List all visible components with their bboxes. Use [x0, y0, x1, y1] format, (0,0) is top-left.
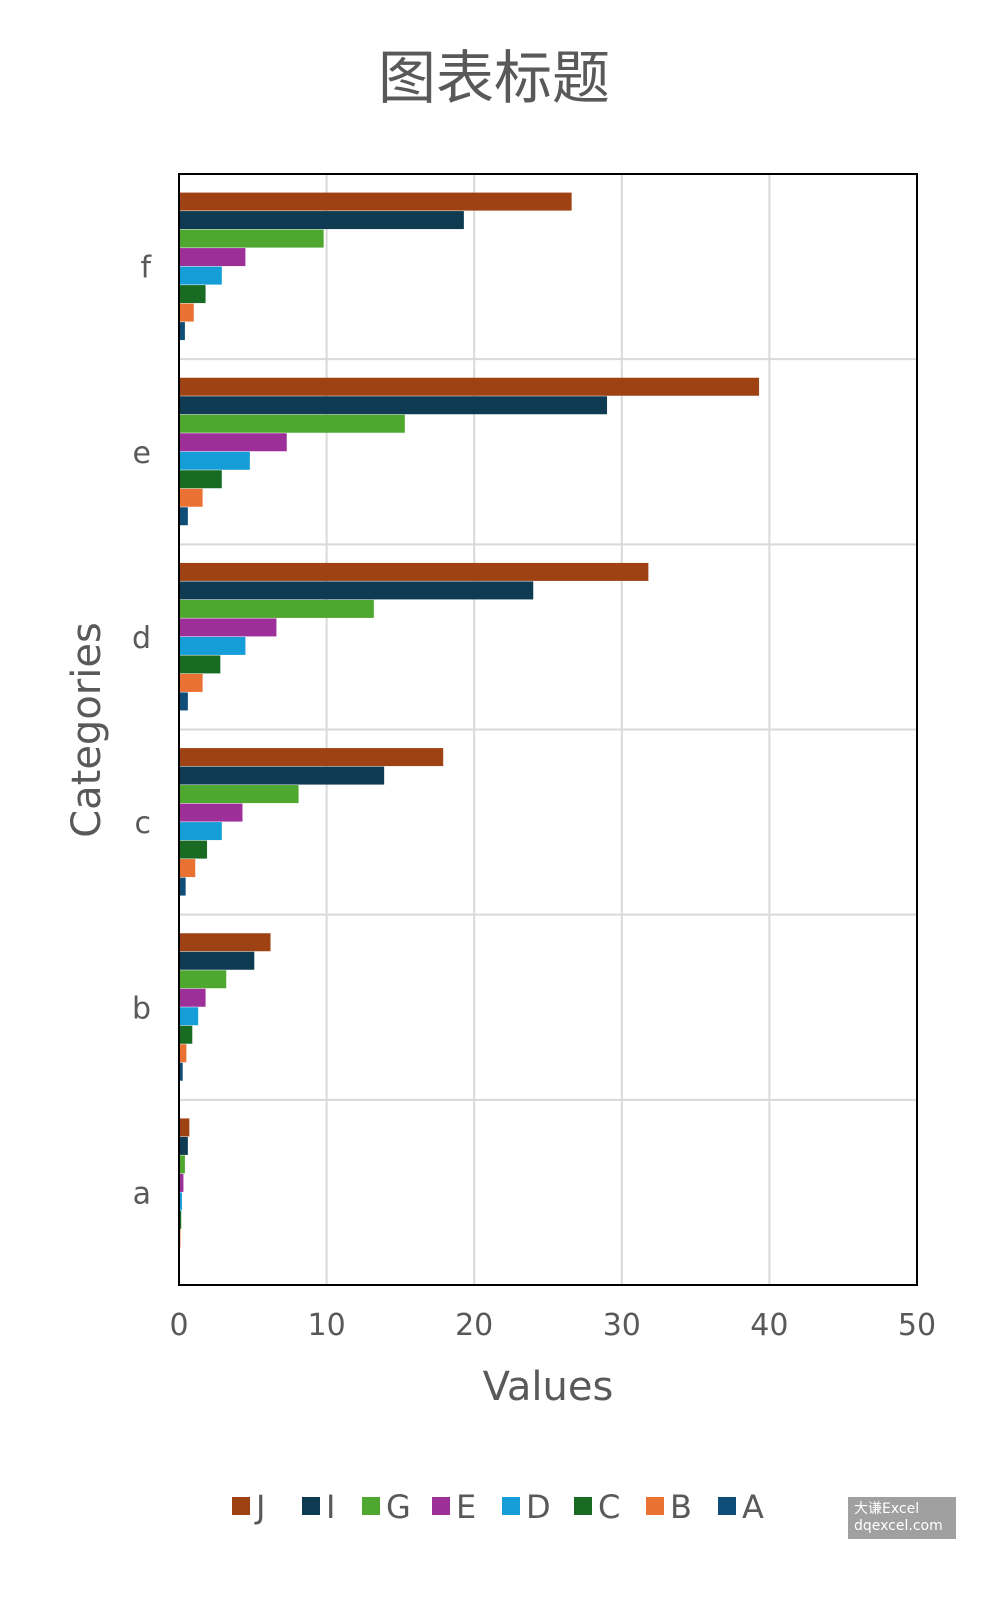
bar-B-e — [179, 488, 203, 507]
axis-labels: a b c d e f 0 10 20 30 40 50 图表标题 Values Categories — [64, 44, 936, 1410]
legend-label-I: I — [326, 1488, 335, 1526]
bar-E-b — [179, 988, 206, 1007]
bar-I-e — [179, 396, 608, 415]
bar-J-b — [179, 933, 271, 952]
y-tick-label-b: b — [132, 991, 151, 1026]
bar-I-a — [179, 1136, 188, 1155]
legend-swatch-D — [502, 1497, 520, 1515]
legend-label-B: B — [670, 1488, 692, 1526]
legend-label-J: J — [254, 1488, 265, 1526]
bar-J-e — [179, 377, 760, 396]
legend-label-C: C — [598, 1488, 620, 1526]
x-tick-label: 40 — [750, 1308, 788, 1343]
bar-C-c — [179, 840, 208, 859]
bar-G-c — [179, 785, 299, 804]
legend-swatch-I — [302, 1497, 320, 1515]
y-tick-label-e: e — [133, 436, 151, 471]
bar-A-f — [179, 322, 185, 341]
y-tick-label-f: f — [140, 251, 152, 286]
legend-swatch-E — [432, 1497, 450, 1515]
bar-A-d — [179, 692, 188, 711]
bar-G-f — [179, 229, 324, 248]
bar-C-a — [179, 1210, 182, 1229]
bar-E-c — [179, 803, 243, 822]
legend-swatch-C — [574, 1497, 592, 1515]
bar-D-f — [179, 266, 222, 285]
legend-label-A: A — [742, 1488, 764, 1526]
bar-C-f — [179, 285, 206, 304]
bars — [179, 192, 760, 1266]
y-tick-label-d: d — [132, 621, 151, 656]
chart-title: 图表标题 — [378, 44, 610, 112]
bar-J-d — [179, 562, 649, 581]
bar-D-e — [179, 451, 250, 470]
bar-D-c — [179, 822, 222, 841]
bar-G-d — [179, 599, 374, 618]
bar-C-e — [179, 470, 222, 489]
bar-E-d — [179, 618, 277, 637]
bar-G-a — [179, 1155, 185, 1174]
bar-D-a — [179, 1192, 182, 1211]
watermark-logo: 大谦Excel dqexcel.com — [848, 1497, 956, 1539]
x-tick-label: 30 — [603, 1308, 641, 1343]
bar-A-b — [179, 1062, 183, 1081]
x-axis-title: Values — [483, 1364, 614, 1410]
y-axis-title: Categories — [64, 622, 110, 838]
bar-J-a — [179, 1118, 190, 1137]
watermark-line-1: 大谦Excel — [854, 1501, 920, 1517]
legend-swatch-J — [232, 1497, 250, 1515]
bar-C-b — [179, 1025, 193, 1044]
bar-D-b — [179, 1007, 199, 1026]
bar-G-e — [179, 414, 405, 433]
bar-A-c — [179, 877, 186, 896]
x-tick-label: 50 — [898, 1308, 936, 1343]
bar-B-f — [179, 303, 194, 322]
bar-B-d — [179, 673, 203, 692]
plot-area-border — [178, 173, 918, 1286]
y-tick-label-a: a — [133, 1176, 151, 1211]
x-tick-label: 10 — [308, 1308, 346, 1343]
legend-label-G: G — [386, 1488, 411, 1526]
bar-G-b — [179, 970, 227, 989]
y-tick-label-c: c — [135, 806, 152, 841]
bar-E-a — [179, 1173, 184, 1192]
bar-I-f — [179, 211, 464, 230]
bar-D-d — [179, 636, 246, 655]
bar-E-e — [179, 433, 287, 452]
gridlines — [179, 174, 917, 1285]
bar-E-f — [179, 248, 246, 267]
x-tick-label: 0 — [169, 1308, 188, 1343]
legend-label-D: D — [526, 1488, 551, 1526]
bar-I-d — [179, 581, 534, 600]
bar-A-e — [179, 507, 188, 526]
bar-J-f — [179, 192, 572, 211]
watermark-line-2: dqexcel.com — [854, 1518, 943, 1534]
x-tick-label: 20 — [455, 1308, 493, 1343]
legend-label-E: E — [456, 1488, 476, 1526]
legend-swatch-A — [718, 1497, 736, 1515]
bar-B-c — [179, 859, 196, 878]
bar-J-c — [179, 748, 444, 767]
bar-I-b — [179, 951, 255, 970]
legend-swatch-G — [362, 1497, 380, 1515]
legend-swatch-B — [646, 1497, 664, 1515]
bar-B-b — [179, 1044, 187, 1063]
bar-C-d — [179, 655, 221, 674]
bar-I-c — [179, 766, 385, 785]
